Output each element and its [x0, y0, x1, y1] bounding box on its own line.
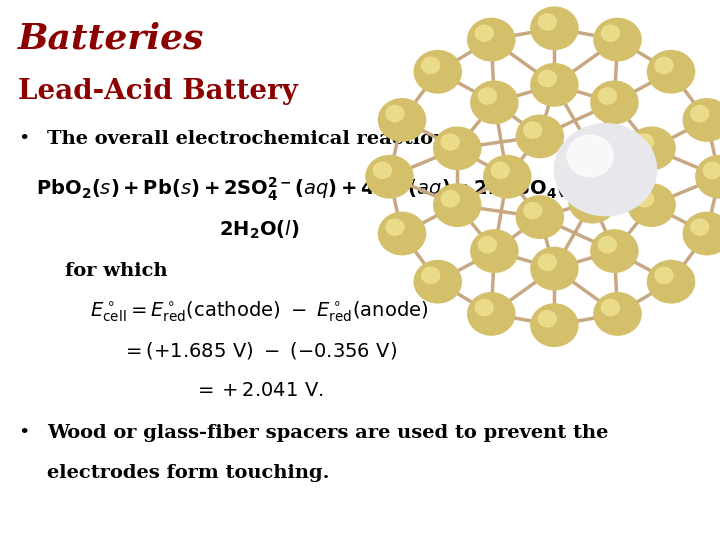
Circle shape	[683, 212, 720, 255]
Text: The overall electrochemical reaction is: The overall electrochemical reaction is	[47, 130, 472, 147]
Circle shape	[433, 127, 481, 170]
Circle shape	[433, 184, 481, 226]
Circle shape	[441, 134, 459, 150]
Circle shape	[683, 99, 720, 141]
Circle shape	[475, 300, 493, 315]
Circle shape	[577, 187, 595, 204]
Text: $\mathbf{2H_2O(\mathit{l})}$: $\mathbf{2H_2O(\mathit{l})}$	[219, 219, 300, 241]
Text: $\mathbf{PbO_2(\mathit{s}) + Pb(\mathit{s}) + 2SO_4^{2-}(\mathit{aq}) + 4H^+(\ma: $\mathbf{PbO_2(\mathit{s}) + Pb(\mathit{…	[36, 176, 605, 203]
Text: $E^\circ_{\rm cell} = E^\circ_{\rm red}{\rm (cathode)\ -\ }E^\circ_{\rm red}{\rm: $E^\circ_{\rm cell} = E^\circ_{\rm red}{…	[90, 300, 428, 324]
Circle shape	[636, 134, 653, 150]
Circle shape	[386, 219, 404, 235]
Circle shape	[516, 115, 564, 158]
Circle shape	[422, 267, 440, 284]
Text: electrodes form touching.: electrodes form touching.	[47, 464, 329, 482]
Circle shape	[703, 163, 720, 178]
Circle shape	[594, 293, 641, 335]
Circle shape	[516, 196, 564, 238]
Circle shape	[471, 230, 518, 272]
Circle shape	[422, 57, 440, 73]
Circle shape	[531, 247, 578, 290]
Circle shape	[647, 51, 695, 93]
Circle shape	[647, 260, 695, 303]
Circle shape	[601, 300, 619, 315]
Circle shape	[636, 191, 653, 207]
Circle shape	[690, 105, 708, 122]
Circle shape	[414, 260, 462, 303]
Circle shape	[628, 184, 675, 226]
Circle shape	[690, 219, 708, 235]
Circle shape	[531, 304, 578, 346]
Circle shape	[379, 99, 426, 141]
Circle shape	[478, 88, 496, 104]
Circle shape	[491, 163, 509, 178]
Circle shape	[591, 81, 638, 124]
Circle shape	[478, 237, 496, 253]
Circle shape	[471, 81, 518, 124]
Circle shape	[569, 131, 616, 173]
Circle shape	[441, 191, 459, 207]
Circle shape	[539, 254, 557, 271]
Circle shape	[468, 18, 515, 61]
Circle shape	[524, 202, 541, 219]
Circle shape	[386, 105, 404, 122]
Circle shape	[414, 51, 462, 93]
Circle shape	[655, 267, 673, 284]
Circle shape	[531, 7, 578, 50]
Circle shape	[475, 25, 493, 41]
Circle shape	[539, 310, 557, 327]
Text: for which: for which	[65, 262, 168, 280]
Circle shape	[655, 57, 673, 73]
Circle shape	[374, 163, 392, 178]
Circle shape	[598, 237, 616, 253]
Circle shape	[696, 156, 720, 198]
Circle shape	[539, 70, 557, 86]
Circle shape	[531, 64, 578, 106]
Circle shape	[598, 88, 616, 104]
Text: Lead-Acid Battery: Lead-Acid Battery	[18, 78, 298, 105]
Circle shape	[468, 293, 515, 335]
Circle shape	[594, 18, 641, 61]
Text: Batteries: Batteries	[18, 22, 204, 56]
Circle shape	[366, 156, 413, 198]
Circle shape	[591, 230, 638, 272]
Circle shape	[379, 212, 426, 255]
Circle shape	[539, 14, 557, 30]
Circle shape	[601, 25, 619, 41]
Text: •: •	[18, 424, 30, 442]
Circle shape	[554, 124, 657, 215]
Circle shape	[484, 156, 531, 198]
Circle shape	[524, 122, 541, 138]
Text: Wood or glass-fiber spacers are used to prevent the: Wood or glass-fiber spacers are used to …	[47, 424, 608, 442]
Circle shape	[567, 135, 613, 177]
Text: •: •	[18, 130, 30, 147]
Circle shape	[569, 180, 616, 223]
Text: ${\rm = (+1.685\ V)\ -\ (-0.356\ V)}$: ${\rm = (+1.685\ V)\ -\ (-0.356\ V)}$	[122, 340, 397, 361]
Circle shape	[577, 137, 595, 153]
Text: ${\rm = +2.041\ V.}$: ${\rm = +2.041\ V.}$	[194, 381, 324, 400]
Circle shape	[628, 127, 675, 170]
